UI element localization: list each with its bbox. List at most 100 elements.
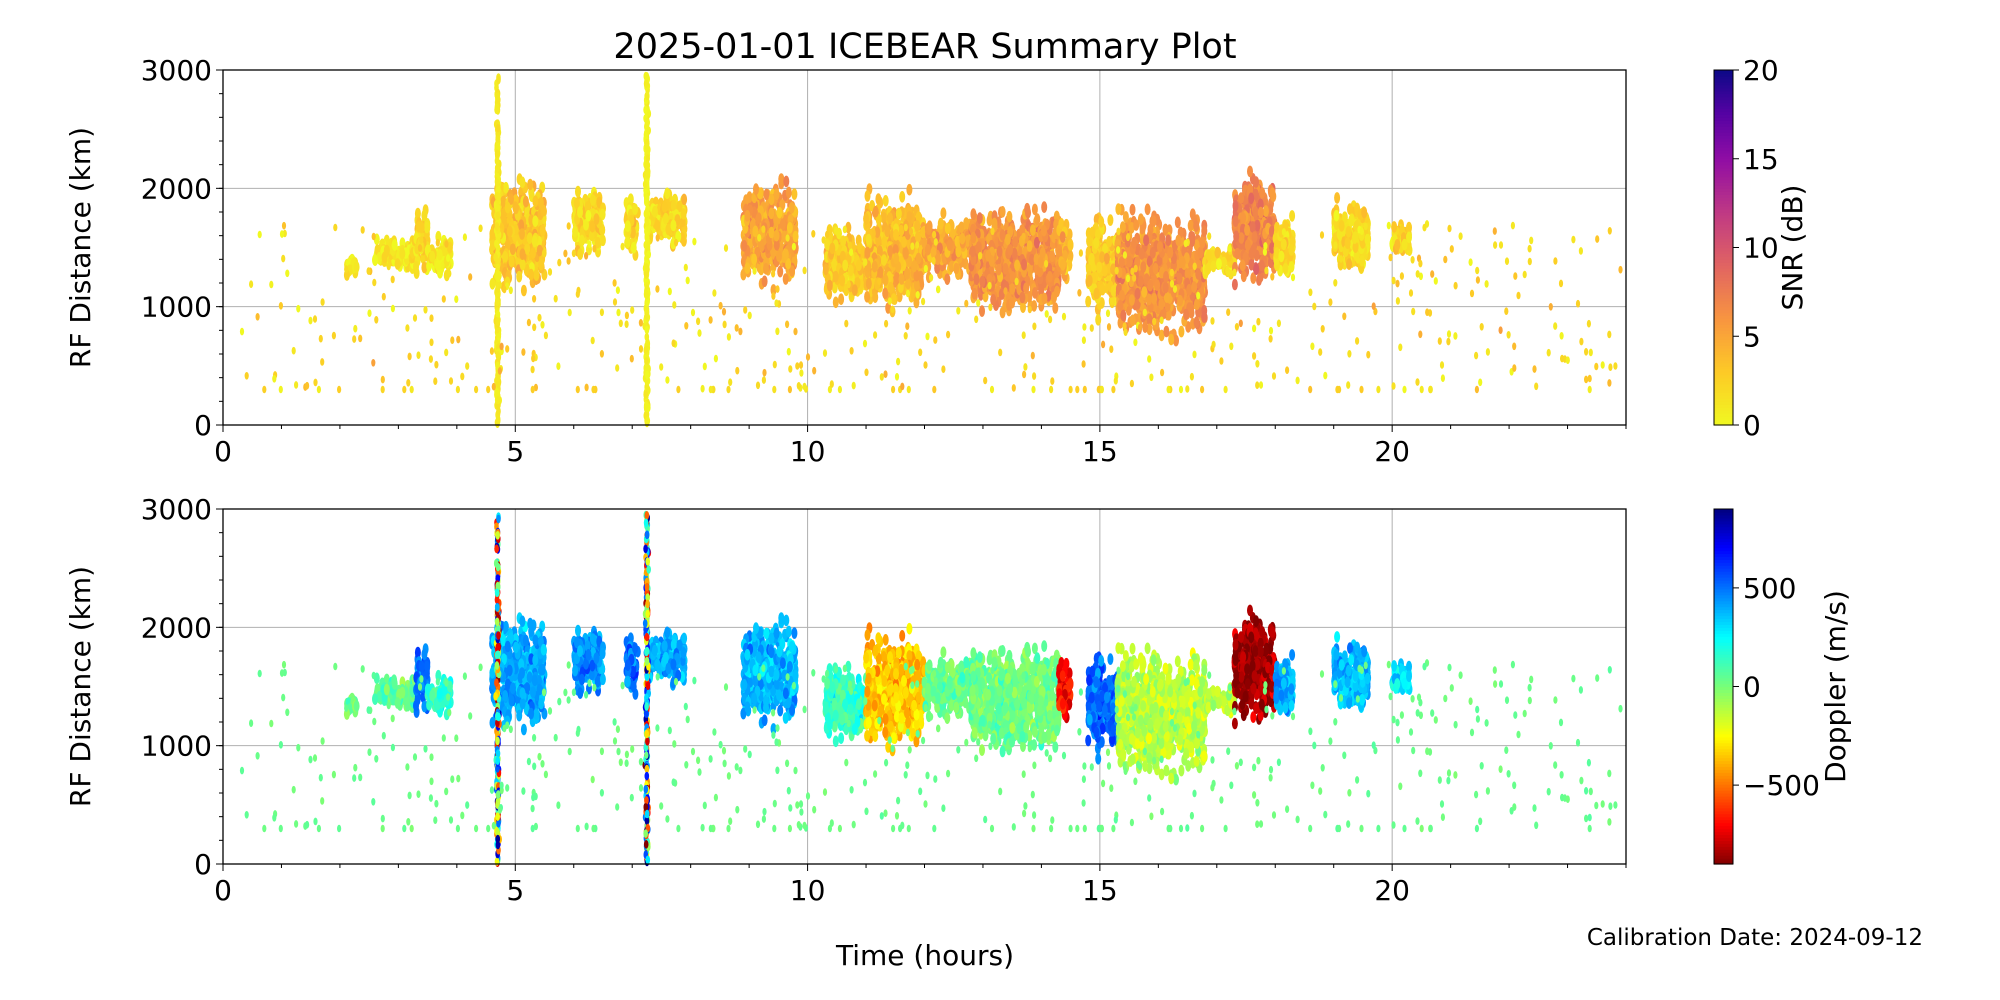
echo-point	[1345, 226, 1352, 238]
echo-point	[829, 242, 836, 255]
echo-point	[421, 261, 428, 274]
echo-point	[840, 235, 847, 247]
echo-point	[531, 235, 538, 248]
echo-point	[575, 185, 581, 198]
echo-point	[1041, 201, 1048, 213]
echo-point	[520, 284, 527, 297]
echo-point	[1257, 206, 1264, 219]
echo-point	[1394, 239, 1401, 251]
echo-point	[902, 248, 909, 260]
echo-point	[1205, 262, 1212, 275]
echo-point	[1333, 209, 1340, 222]
echo-point	[494, 178, 500, 188]
echo-point	[953, 262, 960, 275]
echo-point	[776, 206, 783, 219]
echo-point	[1101, 265, 1108, 277]
echo-point	[1165, 234, 1172, 246]
echo-point	[905, 277, 912, 290]
echo-point	[1262, 205, 1269, 217]
echo-point	[778, 173, 785, 185]
echo-point	[1158, 298, 1165, 310]
scatter-points	[239, 71, 1623, 429]
echo-point	[1025, 206, 1031, 219]
echo-point	[1046, 271, 1053, 283]
echo-point	[979, 305, 985, 317]
echo-point	[496, 192, 501, 201]
echo-point	[1131, 237, 1137, 249]
echo-point	[1150, 215, 1157, 227]
echo-point	[495, 92, 501, 101]
echo-point	[884, 225, 891, 238]
echo-point	[832, 270, 839, 283]
echo-point	[839, 274, 846, 287]
echo-point	[1253, 263, 1260, 276]
echo-point	[1006, 210, 1013, 223]
echo-point	[1205, 249, 1212, 261]
echo-point	[782, 273, 789, 285]
echo-point	[1129, 203, 1136, 216]
echo-point	[661, 201, 668, 213]
echo-point	[662, 212, 669, 225]
echo-point	[414, 207, 421, 220]
echo-point	[895, 207, 902, 220]
echo-point	[872, 205, 879, 218]
echo-point	[1014, 259, 1021, 272]
echo-point	[915, 231, 921, 243]
echo-point	[516, 270, 523, 283]
echo-point	[786, 222, 793, 234]
echo-point	[864, 190, 871, 202]
echo-point	[394, 258, 401, 270]
echo-point	[773, 188, 780, 201]
echo-point	[963, 217, 970, 229]
echo-point	[670, 219, 677, 232]
echo-point	[1176, 272, 1183, 285]
echo-point	[1348, 215, 1355, 227]
echo-point	[1142, 321, 1149, 333]
echo-point	[1258, 259, 1265, 272]
echo-point	[509, 243, 516, 255]
echo-point	[496, 273, 501, 283]
echo-point	[1338, 220, 1345, 232]
echo-point	[761, 275, 768, 288]
echo-point	[1214, 246, 1221, 259]
echo-point	[1364, 233, 1371, 246]
echo-point	[1391, 221, 1398, 233]
echo-point	[572, 225, 579, 238]
echo-point	[906, 183, 913, 196]
echo-point	[1201, 311, 1208, 323]
echo-point	[1406, 231, 1412, 244]
echo-point	[1154, 279, 1161, 291]
echo-point	[1189, 235, 1196, 247]
echo-point	[1233, 230, 1240, 243]
echo-point	[744, 210, 751, 222]
echo-point	[1002, 263, 1009, 275]
echo-point	[1086, 274, 1093, 287]
echo-point	[946, 239, 953, 251]
echo-point	[536, 244, 543, 257]
echo-point	[1334, 192, 1341, 204]
echo-point	[1183, 308, 1190, 321]
echo-point	[864, 291, 871, 303]
echo-point	[898, 273, 905, 285]
echo-point	[1052, 302, 1059, 314]
echo-point	[751, 253, 758, 266]
echo-point	[1191, 281, 1198, 293]
echo-point	[1247, 165, 1253, 178]
echo-point	[1118, 289, 1125, 302]
echo-point	[495, 317, 501, 326]
echo-point	[423, 221, 430, 234]
echo-point	[887, 281, 894, 294]
echo-point	[532, 195, 539, 208]
echo-point	[1009, 283, 1016, 295]
echo-point	[1193, 220, 1200, 232]
echo-point	[1086, 235, 1093, 247]
echo-point	[538, 258, 545, 271]
echo-point	[1126, 255, 1133, 268]
echo-point	[495, 203, 501, 213]
echo-point	[1162, 281, 1169, 294]
echo-point	[904, 268, 910, 280]
echo-point	[1346, 258, 1353, 270]
echo-point	[502, 181, 509, 194]
echo-point	[1110, 285, 1117, 297]
echo-point	[1149, 247, 1156, 259]
